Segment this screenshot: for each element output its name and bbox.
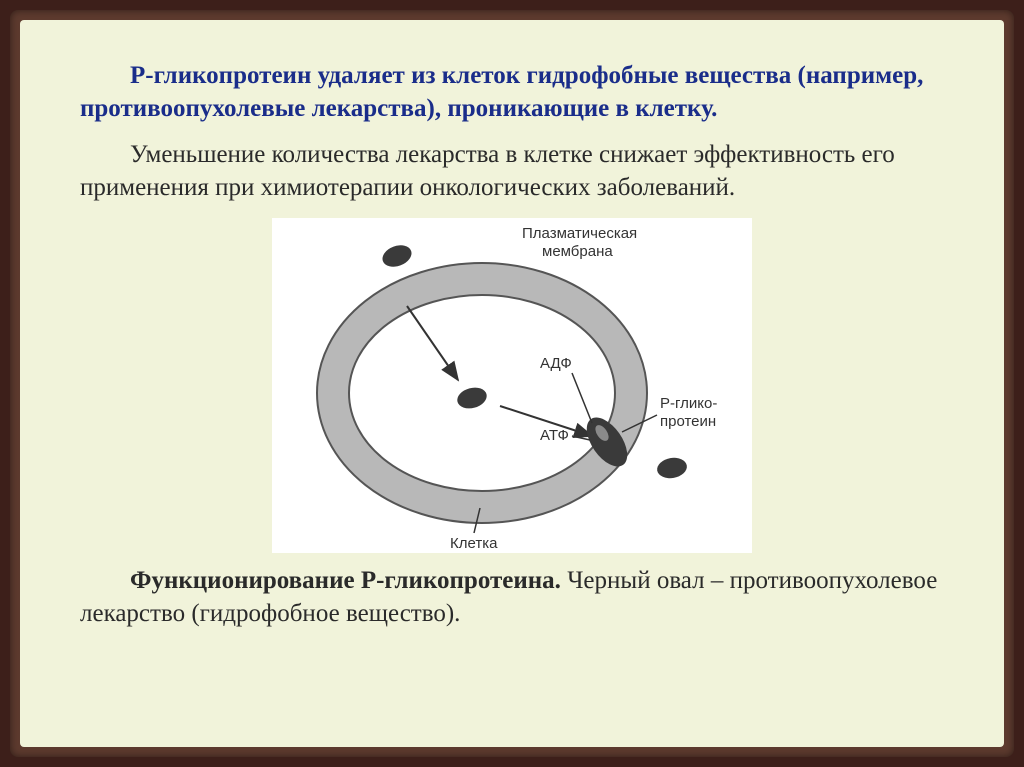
cell-label: Клетка [450, 535, 498, 552]
adp-label: АДФ [540, 355, 572, 372]
cell-svg: Плазматическая мембрана АДФ АТФ Р-глико-… [272, 218, 752, 553]
pgp-label-line1: Р-глико- [660, 395, 717, 412]
para1-lead: Р-гликопротеин удаляет из клеток гидрофо… [130, 62, 798, 89]
atp-label: АТФ [540, 427, 569, 444]
membrane-label-line1: Плазматическая [522, 225, 637, 242]
diagram-container: Плазматическая мембрана АДФ АТФ Р-глико-… [80, 218, 944, 553]
pgp-label-line2: протеин [660, 413, 716, 430]
drug-blob-outside-top [379, 241, 414, 270]
slide-body: Р-гликопротеин удаляет из клеток гидрофо… [20, 20, 1004, 747]
cell-diagram: Плазматическая мембрана АДФ АТФ Р-глико-… [272, 218, 752, 553]
paragraph-1: Р-гликопротеин удаляет из клеток гидрофо… [80, 60, 944, 125]
outer-frame: Р-гликопротеин удаляет из клеток гидрофо… [10, 10, 1014, 757]
membrane-label-line2: мембрана [542, 243, 613, 260]
drug-blob-outside-right [655, 456, 688, 481]
figure-caption: Функционирование Р-гликопротеина. Черный… [80, 565, 944, 630]
paragraph-2: Уменьшение количества лекарства в клетке… [80, 139, 944, 204]
caption-bold: Функционирование Р-гликопротеина. [130, 567, 561, 594]
